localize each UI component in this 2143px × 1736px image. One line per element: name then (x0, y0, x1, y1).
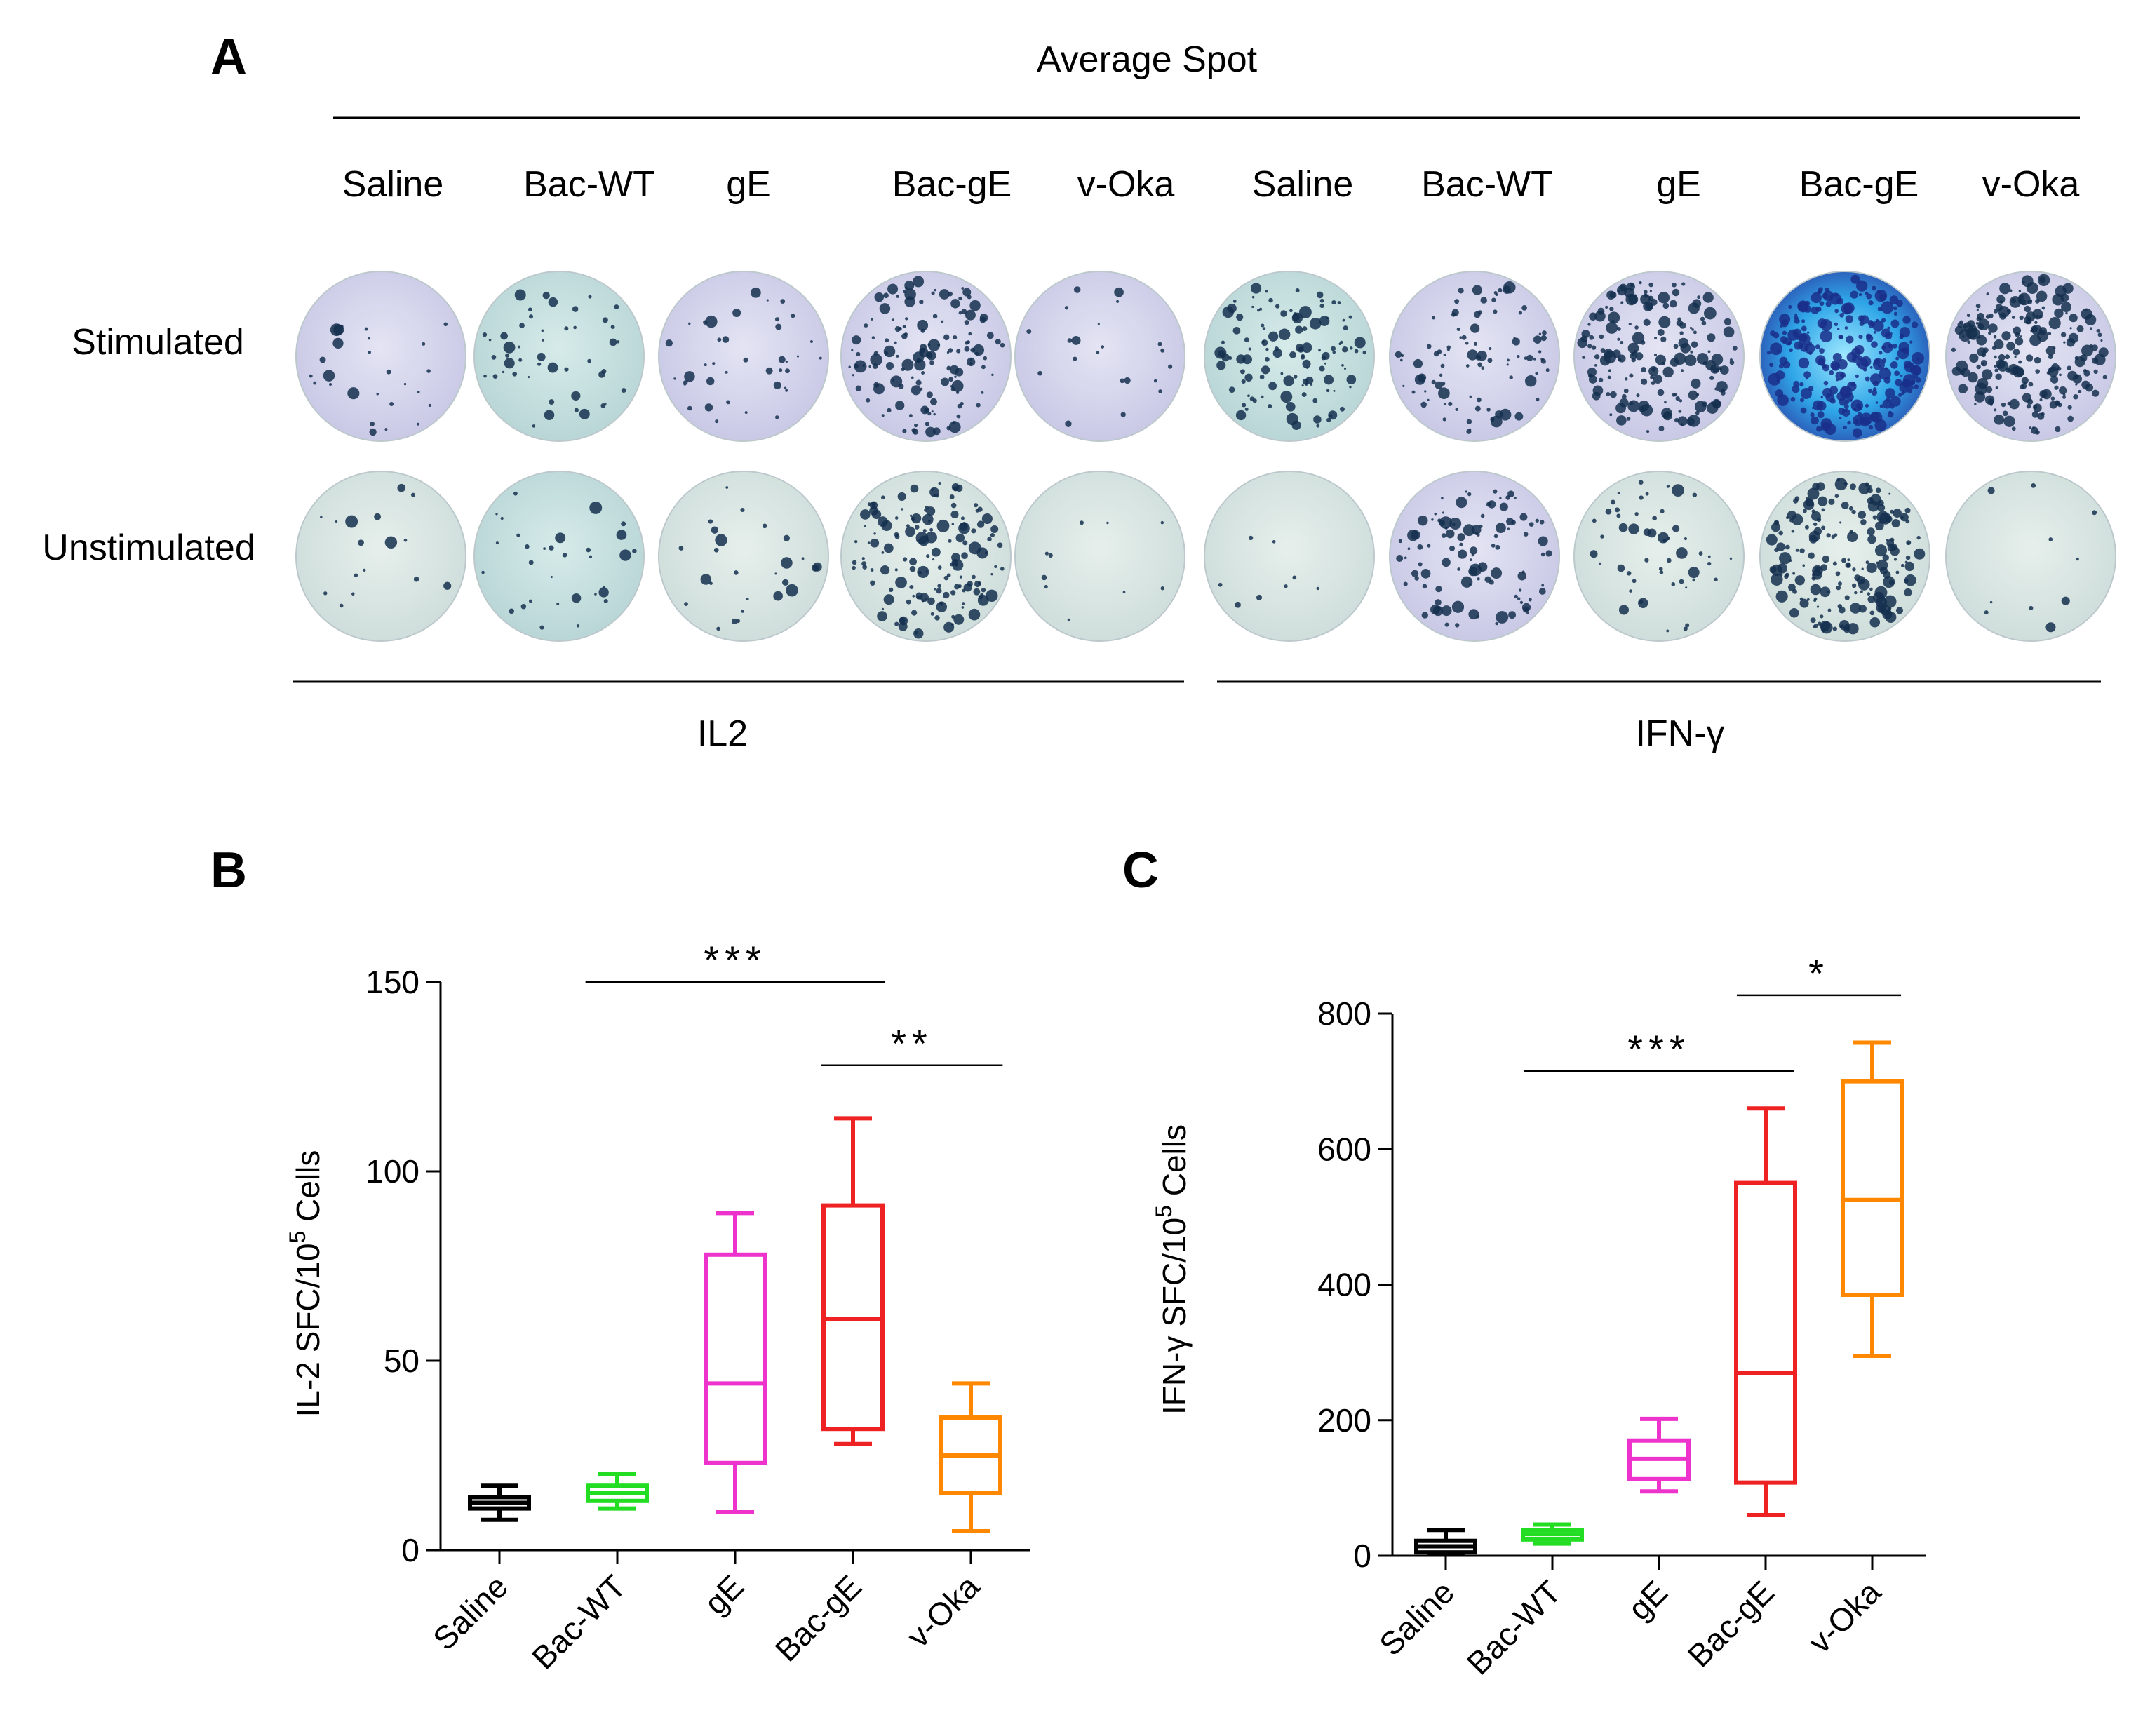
y-tick-label: 800 (1317, 995, 1371, 1032)
box-iqr (704, 1252, 767, 1465)
y-tick-label: 600 (1317, 1131, 1371, 1167)
y-tick-label: 200 (1317, 1402, 1371, 1439)
elispot-well (840, 471, 1012, 642)
column-labels: Saline Bac-WT gE Bac-gE v-Oka Saline Bac… (342, 164, 2080, 205)
x-tick-label: gE (1621, 1573, 1675, 1627)
y-tick-label: 100 (365, 1153, 419, 1190)
y-axis-label-tail: Cells (290, 1150, 326, 1231)
elispot-well (1389, 271, 1560, 442)
significance-label: *** (704, 938, 766, 982)
y-axis-label: IL-2 SFC/105 Cells (285, 1150, 326, 1418)
x-tick-label: Bac-WT (525, 1568, 633, 1676)
y-axis-label-sup: 5 (1151, 1205, 1176, 1218)
column-label: Bac-gE (1799, 164, 1919, 205)
panel-letter-c: C (1122, 842, 1159, 899)
y-tick-label: 50 (384, 1343, 419, 1379)
panel-letter-a: A (210, 29, 247, 85)
box-bac-ge (1734, 1106, 1797, 1518)
y-tick-label: 400 (1317, 1267, 1371, 1303)
x-tick-label: Bac-gE (768, 1568, 868, 1668)
panel-c-chart: C IFN-γ SFC/105 Cells 0 200 400 600 800 Salin… (1122, 842, 1926, 1682)
column-label: Bac-gE (892, 164, 1012, 205)
elispot-well (1945, 271, 2116, 442)
row-label-stimulated: Stimulated (72, 322, 244, 363)
panel-letter-b: B (210, 842, 247, 899)
group-label-il2: IL2 (697, 713, 748, 754)
elispot-well (1759, 271, 1930, 442)
column-label: v-Oka (1982, 164, 2080, 205)
elispot-well (658, 271, 829, 442)
column-label: Bac-WT (523, 164, 655, 205)
y-axis-label: IFN-γ SFC/105 Cells (1151, 1124, 1193, 1415)
elispot-well (295, 471, 466, 642)
box-bac-wt (1521, 1522, 1584, 1546)
y-axis-label-main: IL-2 SFC/10 (290, 1243, 326, 1417)
elispot-well (473, 271, 645, 442)
box-v-oka (1841, 1040, 1904, 1358)
y-tick-label: 0 (1353, 1537, 1371, 1574)
x-tick-label: gE (697, 1568, 751, 1622)
elispot-well (1014, 471, 1185, 642)
elispot-well (840, 271, 1012, 442)
column-label: Saline (1252, 164, 1354, 205)
elispot-well (1014, 271, 1185, 442)
significance-label: * (1808, 951, 1829, 995)
elispot-well (1945, 471, 2116, 642)
elispot-well (1389, 471, 1560, 642)
column-label: gE (726, 164, 771, 205)
elispot-well (1573, 471, 1745, 642)
box-iqr (1841, 1079, 1904, 1297)
box-iqr (1734, 1180, 1797, 1485)
y-axis-label-main: IFN-γ SFC/10 (1156, 1218, 1193, 1415)
elispot-well (1204, 271, 1375, 442)
box-bac-wt (586, 1472, 649, 1511)
significance-label: ** (891, 1021, 933, 1065)
elispot-well (658, 471, 829, 642)
elispot-well (295, 271, 466, 442)
elispot-well (473, 471, 645, 642)
panel-a-header: Average Spot (1037, 39, 1258, 80)
y-tick-label: 0 (401, 1532, 419, 1568)
x-tick-label: Bac-WT (1460, 1573, 1568, 1681)
x-tick-label: Saline (1372, 1573, 1461, 1662)
y-axis-label-tail: Cells (1156, 1124, 1193, 1205)
x-tick-label: v-Oka (900, 1568, 987, 1655)
elispot-well (1204, 471, 1375, 642)
box-ge (704, 1211, 767, 1514)
x-tick-label: v-Oka (1801, 1573, 1888, 1660)
x-tick-label: Saline (426, 1568, 515, 1657)
elispot-wells (295, 271, 2116, 642)
column-label: Bac-WT (1421, 164, 1553, 205)
x-tick-label: Bac-gE (1681, 1573, 1781, 1674)
box-ge (1627, 1416, 1691, 1494)
row-label-unstimulated: Unstimulated (42, 527, 255, 568)
column-label: v-Oka (1077, 164, 1175, 205)
y-tick-label: 150 (365, 964, 419, 1000)
elispot-well (1573, 271, 1745, 442)
y-axis-label-sup: 5 (285, 1231, 310, 1244)
box-bac-ge (821, 1116, 885, 1446)
box-saline (1414, 1528, 1477, 1557)
column-label: Saline (342, 164, 444, 205)
elispot-well (1759, 471, 1930, 642)
box-saline (468, 1483, 531, 1522)
panel-a: A Average Spot Saline Bac-WT gE Bac-gE v… (42, 29, 2116, 754)
column-label: gE (1656, 164, 1701, 205)
group-label-ifn: IFN-γ (1635, 713, 1724, 754)
significance-label: *** (1627, 1027, 1690, 1071)
box-v-oka (939, 1381, 1002, 1533)
